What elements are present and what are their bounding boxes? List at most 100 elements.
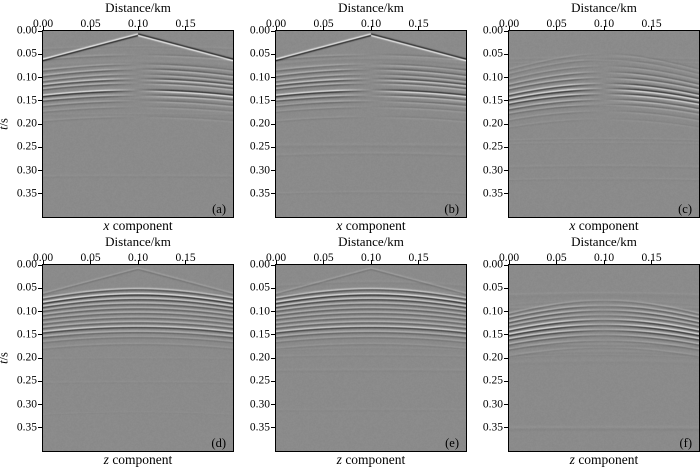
y-tick-label: 0.05 [249, 47, 270, 60]
y-tick-label: 0.25 [16, 374, 37, 387]
panel-label: (f) [679, 435, 693, 450]
y-tick-label: 0.00 [482, 24, 503, 37]
y-tick-label: 0.00 [16, 24, 37, 37]
seismic-panel-f: Distance/km 0.000.050.100.15 t/s 0.000.0… [466, 234, 700, 469]
x-tick-mark [42, 26, 44, 30]
x-tick-label: 0.00 [32, 251, 54, 264]
y-axis-gutter: t/s 0.000.050.100.150.200.250.300.35 [466, 25, 509, 217]
component-caption: z component [43, 451, 233, 468]
y-tick-mark [504, 334, 508, 336]
x-tick-label: 0.00 [32, 17, 54, 30]
x-tick-mark [90, 26, 91, 30]
y-tick-mark [271, 334, 275, 336]
y-tick-label: 0.35 [249, 187, 270, 199]
y-axis-title-rest: /s [0, 118, 11, 127]
y-axis-title-rest: /s [0, 352, 11, 361]
y-tick-mark [504, 427, 508, 429]
y-tick-mark [504, 100, 508, 102]
plot-area: (c) [504, 26, 700, 218]
seismic-image [43, 31, 233, 217]
y-tick-label: 0.00 [16, 258, 37, 271]
y-tick-label: 0.20 [482, 117, 503, 130]
x-tick-labels: 0.00 0.05 0.10 0.15 [33, 15, 233, 31]
y-tick-label: 0.15 [482, 328, 503, 340]
component-word: component [341, 452, 406, 467]
plot-area: (b) [271, 26, 467, 218]
seismic-panel-a: Distance/km 0.000.050.100.15 t/s 0.000.0… [0, 0, 234, 234]
x-axis-title: Distance/km [105, 234, 171, 249]
x-tick-mark [556, 260, 557, 264]
seismic-image [509, 265, 699, 451]
x-tick-mark [323, 260, 324, 264]
x-tick-label: 0.10 [593, 17, 615, 30]
x-tick-mark [651, 260, 652, 264]
x-axis-title: Distance/km [571, 234, 637, 249]
y-tick-mark [271, 146, 275, 148]
y-tick-mark [504, 53, 508, 55]
y-tick-mark [38, 123, 42, 125]
panel-label: (c) [678, 201, 692, 216]
panel-label: (b) [444, 201, 459, 216]
x-tick-mark [137, 260, 139, 264]
y-tick-label: 0.15 [16, 328, 37, 340]
x-axis-title: Distance/km [105, 0, 171, 15]
y-tick-label: 0.20 [482, 351, 503, 364]
seismic-panel-e: Distance/km 0.000.050.100.15 t/s 0.000.0… [233, 234, 467, 469]
x-tick-labels: 0.00 0.05 0.10 0.15 [499, 15, 699, 31]
x-tick-labels: 0.00 0.05 0.10 0.15 [499, 249, 699, 265]
y-tick-label: 0.05 [16, 47, 37, 60]
y-tick-mark [504, 77, 508, 78]
y-tick-mark [271, 123, 275, 125]
y-tick-label: 0.35 [16, 187, 37, 199]
y-tick-mark [38, 287, 42, 289]
seismic-image [276, 31, 466, 217]
x-tick-mark [508, 26, 510, 30]
y-tick-label: 0.35 [16, 421, 37, 433]
y-tick-mark [504, 264, 508, 266]
y-tick-mark [504, 287, 508, 289]
x-tick-mark [42, 260, 44, 264]
seismic-panel-c: Distance/km 0.000.050.100.15 t/s 0.000.0… [466, 0, 700, 234]
y-tick-label: 0.30 [16, 397, 37, 410]
y-tick-label: 0.10 [249, 304, 270, 317]
x-axis-title: Distance/km [338, 234, 404, 249]
y-tick-mark [38, 100, 42, 102]
x-tick-label: 0.05 [80, 17, 101, 30]
y-tick-mark [504, 311, 508, 312]
x-tick-mark [370, 26, 372, 30]
panel-label: (d) [211, 435, 226, 450]
y-tick-label: 0.30 [249, 397, 270, 410]
component-letter: z [336, 452, 342, 467]
x-tick-label: 0.05 [80, 251, 101, 264]
y-tick-mark [271, 30, 275, 32]
component-caption: z component [276, 451, 466, 468]
x-tick-label: 0.15 [408, 251, 429, 264]
y-tick-mark [271, 264, 275, 266]
x-tick-mark [185, 26, 186, 30]
plot-area: (e) [271, 260, 467, 452]
x-tick-label: 0.10 [127, 251, 149, 264]
y-tick-mark [504, 380, 508, 382]
y-tick-mark [504, 357, 508, 359]
y-tick-label: 0.30 [482, 397, 503, 410]
x-tick-mark [508, 260, 510, 264]
y-tick-mark [38, 311, 42, 312]
y-tick-label: 0.05 [249, 281, 270, 294]
y-tick-mark [38, 264, 42, 266]
seismic-image [276, 265, 466, 451]
x-tick-label: 0.10 [360, 17, 382, 30]
component-word: component [574, 452, 639, 467]
component-word: component [108, 452, 173, 467]
y-tick-mark [271, 170, 275, 171]
y-tick-mark [271, 287, 275, 289]
y-tick-mark [504, 404, 508, 405]
x-tick-label: 0.00 [498, 17, 520, 30]
component-caption: z component [509, 451, 699, 468]
y-tick-mark [271, 193, 275, 195]
x-tick-labels: 0.00 0.05 0.10 0.15 [33, 249, 233, 265]
y-tick-label: 0.25 [249, 374, 270, 387]
y-tick-label: 0.30 [249, 163, 270, 176]
y-axis-gutter: t/s 0.000.050.100.150.200.250.300.35 [466, 259, 509, 451]
plot-area: (f) [504, 260, 700, 452]
